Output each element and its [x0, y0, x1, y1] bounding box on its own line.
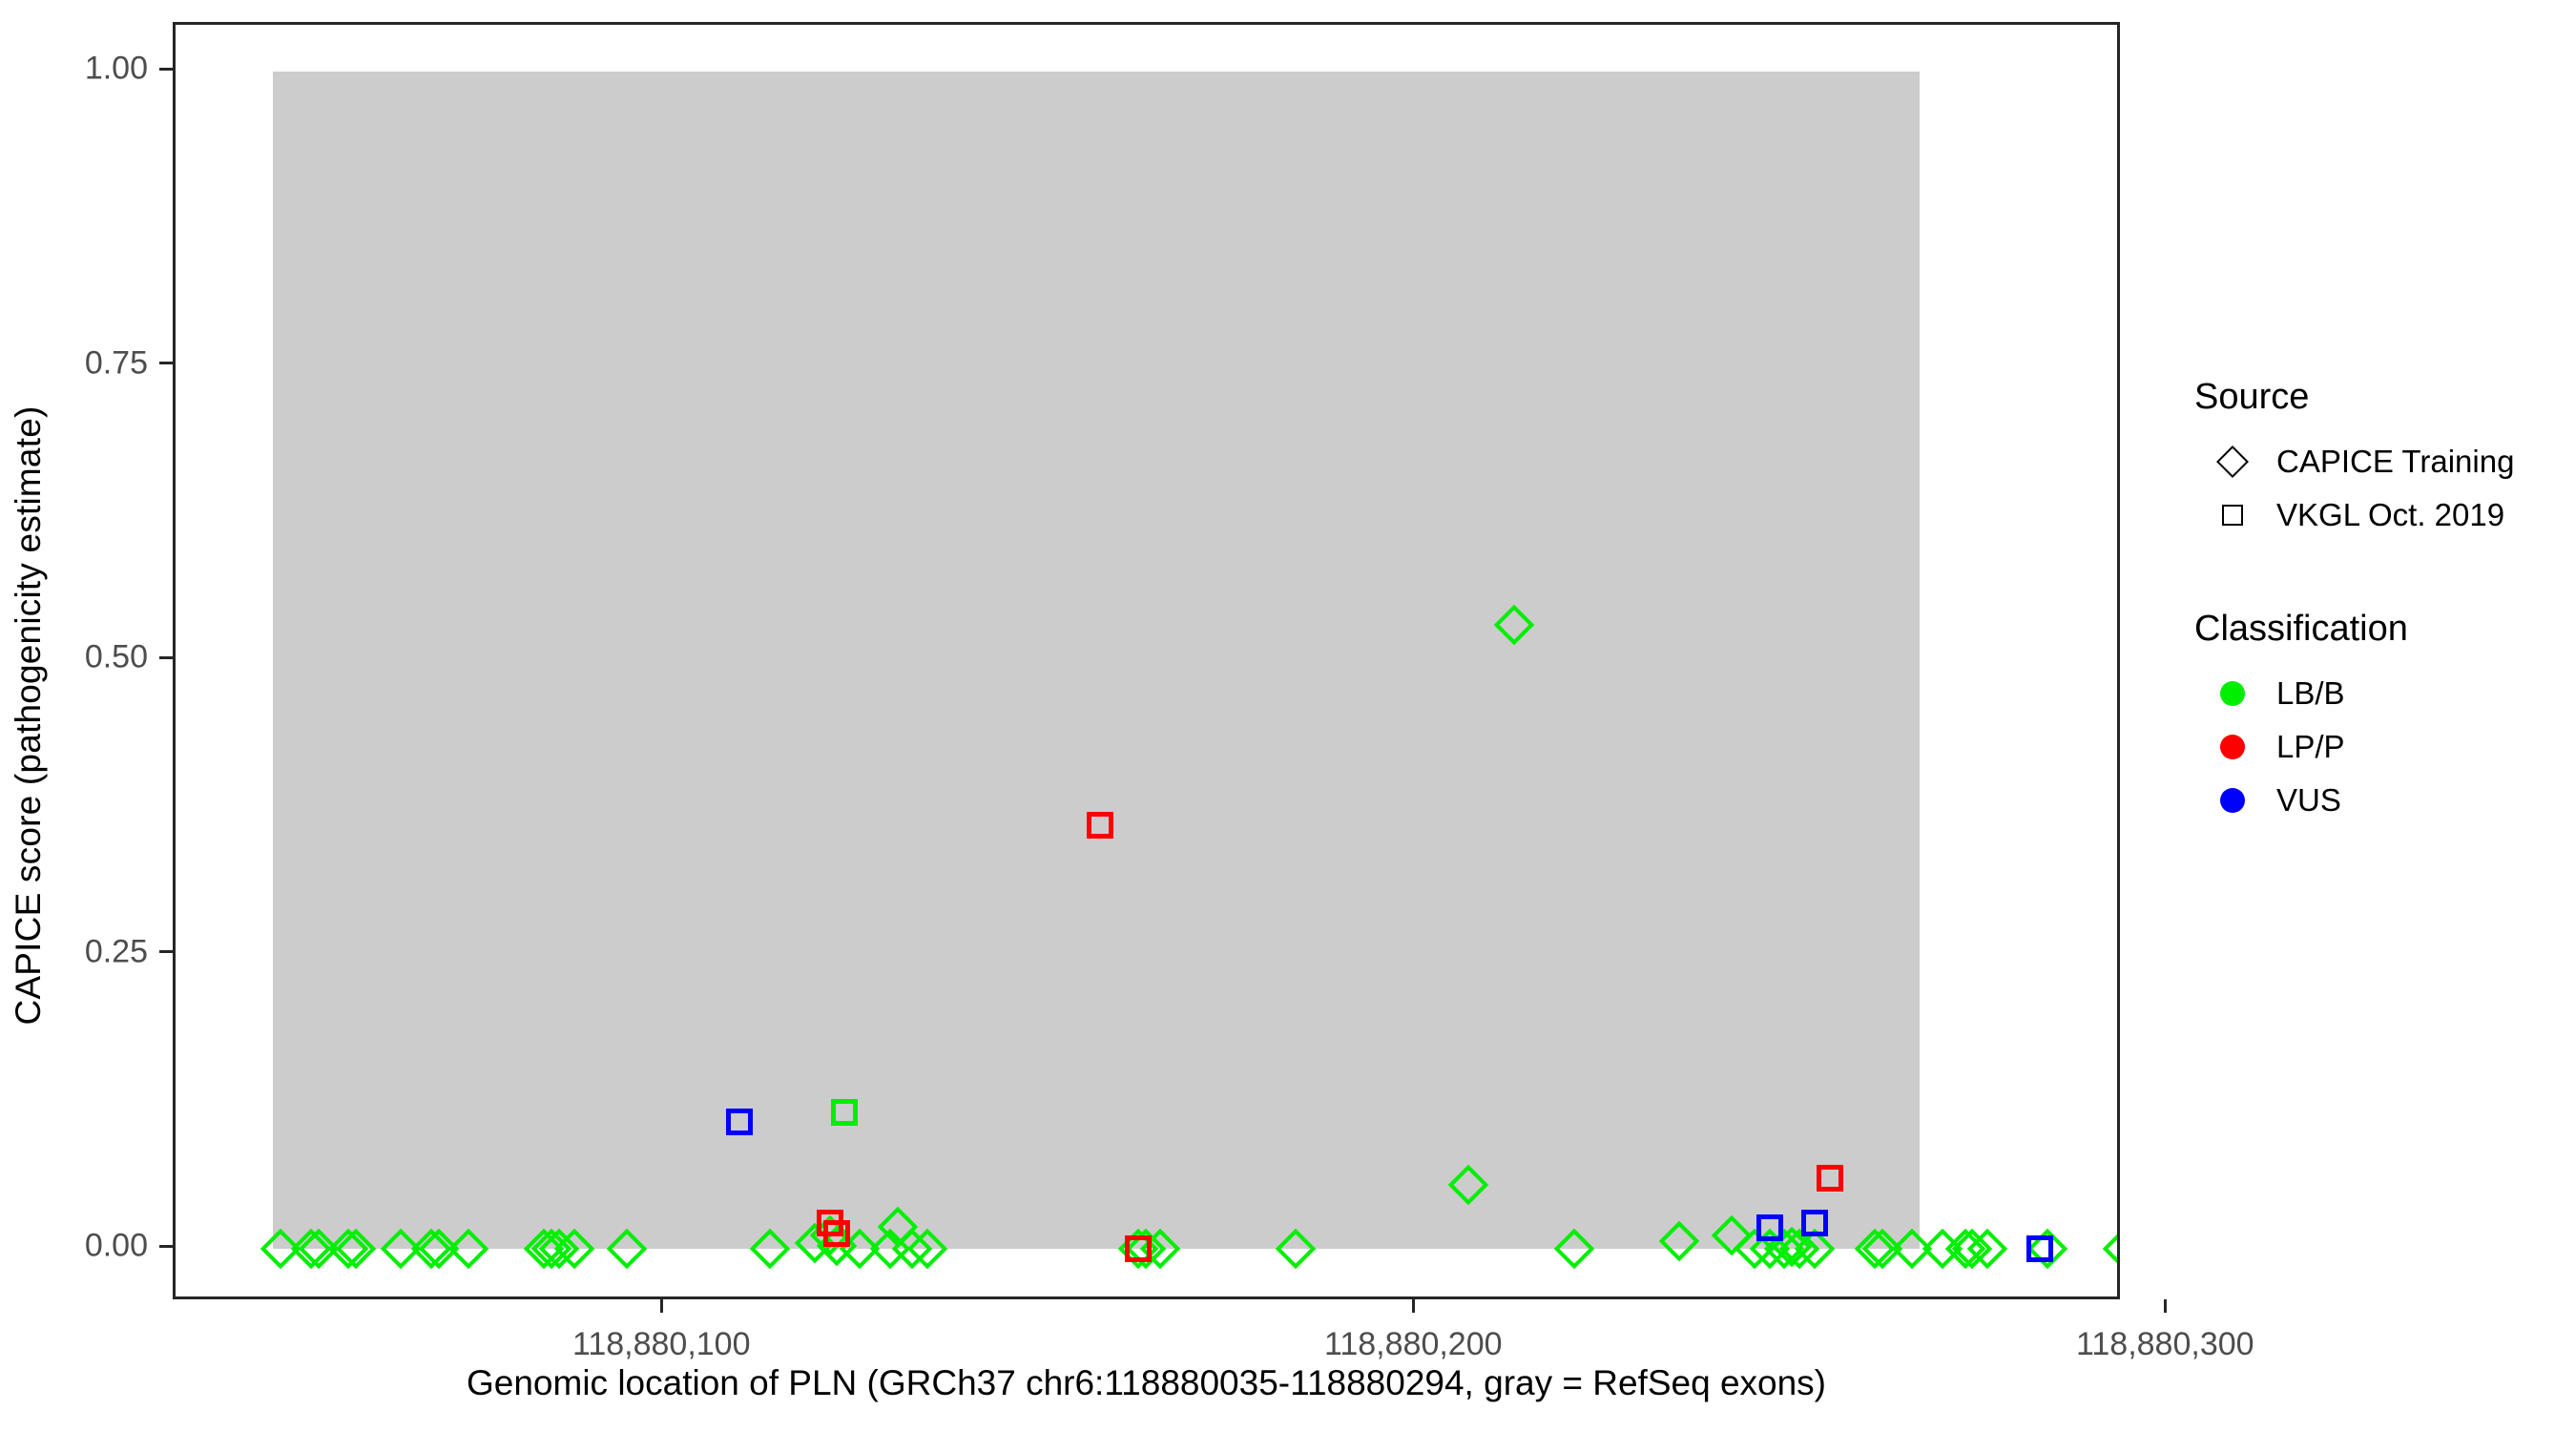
data-point-diamond[interactable] — [2102, 1229, 2117, 1270]
legend-item-vkgl[interactable]: VKGL Oct. 2019 — [2206, 488, 2557, 542]
y-tick-label: 0.25 — [84, 933, 148, 970]
legend-spacer — [2194, 542, 2557, 609]
legend-label-vus: VUS — [2276, 782, 2341, 818]
y-tick — [159, 1244, 173, 1248]
x-tick — [659, 1299, 663, 1313]
y-axis-title-text: CAPICE score (pathogenicity estimate) — [9, 405, 48, 1026]
y-tick — [159, 950, 173, 954]
x-tick — [2163, 1299, 2167, 1313]
plot-area — [176, 25, 2117, 1296]
y-tick-label: 0.00 — [84, 1227, 148, 1264]
y-tick-label: 0.75 — [84, 344, 148, 382]
legend-item-lp-p[interactable]: LP/P — [2206, 720, 2557, 774]
data-point-square[interactable] — [1087, 812, 1114, 840]
legend-item-capice-training[interactable]: CAPICE Training — [2206, 435, 2557, 488]
legend: Source CAPICE Training VKGL Oct. 2019 Cl… — [2194, 377, 2557, 827]
data-point-square[interactable] — [1816, 1165, 1843, 1192]
x-tick-label: 118,880,300 — [2076, 1326, 2254, 1362]
y-axis-title: CAPICE score (pathogenicity estimate) — [0, 0, 57, 1431]
square-outline-icon — [2206, 505, 2259, 526]
x-tick-label: 118,880,100 — [571, 1326, 751, 1362]
x-tick-label: 118,880,200 — [1323, 1326, 1503, 1362]
legend-label-lp-p: LP/P — [2276, 729, 2345, 764]
dot-icon-lb-b — [2206, 681, 2259, 706]
y-tick — [159, 655, 173, 659]
x-axis-title: Genomic location of PLN (GRCh37 chr6:118… — [173, 1359, 2120, 1407]
dot-icon-lp-p — [2206, 735, 2259, 759]
y-tick — [159, 67, 173, 71]
legend-item-lb-b[interactable]: LB/B — [2206, 667, 2557, 720]
exon-region — [273, 72, 1921, 1250]
data-point-square[interactable] — [1755, 1214, 1783, 1242]
y-tick-label: 1.00 — [84, 50, 148, 87]
legend-title-source: Source — [2194, 377, 2310, 417]
data-point-square[interactable] — [2026, 1235, 2054, 1263]
legend-title-classification: Classification — [2194, 609, 2408, 649]
y-tick-label: 0.50 — [84, 638, 148, 675]
legend-label-capice-training: CAPICE Training — [2276, 444, 2515, 479]
x-tick — [1411, 1299, 1415, 1313]
x-axis-title-text: Genomic location of PLN (GRCh37 chr6:118… — [466, 1363, 1827, 1402]
plot-panel — [173, 22, 2120, 1299]
y-tick — [159, 362, 173, 365]
diamond-outline-icon — [2206, 446, 2259, 478]
data-point-square[interactable] — [726, 1109, 754, 1136]
data-point-square[interactable] — [823, 1220, 851, 1248]
legend-label-lb-b: LB/B — [2276, 675, 2345, 711]
legend-label-vkgl: VKGL Oct. 2019 — [2276, 497, 2505, 532]
dot-icon-vus — [2206, 788, 2259, 813]
data-point-square[interactable] — [831, 1099, 859, 1127]
data-point-square[interactable] — [1800, 1210, 1828, 1237]
legend-item-vus[interactable]: VUS — [2206, 774, 2557, 827]
data-point-square[interactable] — [1124, 1235, 1152, 1263]
